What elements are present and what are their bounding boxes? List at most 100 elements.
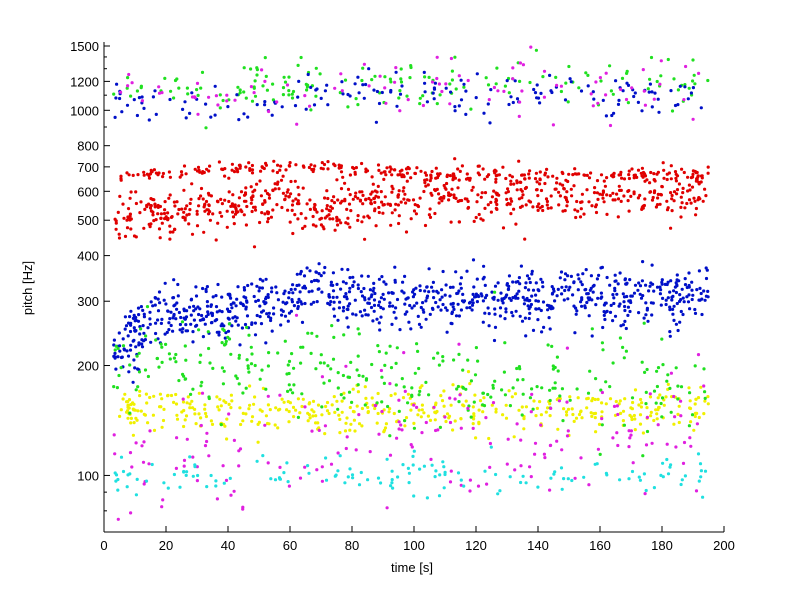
data-point	[679, 482, 683, 487]
data-point	[542, 325, 546, 329]
data-point	[169, 310, 173, 314]
data-point	[452, 307, 456, 311]
data-point	[669, 164, 673, 168]
data-point	[160, 425, 164, 429]
data-point	[259, 194, 263, 198]
y-axis-label: pitch [Hz]	[20, 261, 35, 315]
data-point	[238, 343, 242, 347]
data-point	[391, 486, 395, 490]
data-point	[681, 191, 685, 195]
data-point	[454, 270, 458, 274]
data-point	[565, 434, 570, 438]
data-point	[672, 199, 676, 203]
data-point	[477, 408, 481, 412]
data-point	[507, 91, 511, 95]
data-point	[570, 407, 574, 411]
data-point	[550, 344, 554, 348]
data-point	[524, 481, 528, 485]
data-point	[421, 308, 425, 312]
data-point	[356, 75, 360, 79]
data-point	[205, 431, 209, 435]
data-point	[303, 405, 307, 409]
data-point	[390, 211, 394, 215]
data-point	[182, 188, 186, 192]
data-point	[317, 272, 321, 276]
data-point	[308, 401, 312, 405]
data-point	[645, 308, 649, 312]
data-point	[185, 204, 189, 208]
data-point	[390, 184, 394, 188]
data-point	[222, 343, 227, 347]
data-point	[547, 316, 551, 320]
data-point	[373, 200, 377, 204]
data-point	[424, 184, 428, 188]
data-point	[642, 472, 647, 476]
data-point	[200, 171, 204, 175]
data-point	[476, 484, 481, 488]
data-point	[223, 336, 227, 340]
data-point	[171, 329, 175, 333]
data-point	[255, 103, 259, 107]
data-point	[145, 205, 149, 209]
data-point	[390, 190, 394, 194]
data-point	[591, 290, 595, 294]
data-point	[199, 194, 203, 198]
data-point	[269, 316, 273, 320]
data-point	[569, 80, 573, 84]
data-point	[630, 469, 635, 474]
data-point	[366, 410, 370, 415]
data-point	[199, 86, 203, 90]
data-point	[287, 195, 291, 199]
data-point	[195, 465, 199, 469]
data-point	[344, 281, 348, 285]
data-point	[592, 283, 596, 287]
data-point	[489, 395, 493, 399]
data-point	[131, 407, 135, 411]
data-point	[441, 269, 445, 274]
data-point	[423, 75, 427, 79]
data-point	[251, 190, 255, 194]
data-point	[112, 433, 116, 437]
data-point	[235, 316, 239, 320]
data-point	[372, 303, 377, 307]
data-point	[474, 436, 478, 440]
data-point	[624, 326, 628, 331]
data-point	[593, 411, 598, 415]
data-point	[246, 364, 250, 368]
data-point	[308, 198, 312, 202]
data-point	[335, 399, 339, 403]
data-point	[574, 215, 578, 220]
data-point	[448, 294, 452, 298]
data-point	[555, 355, 560, 359]
data-point	[532, 87, 536, 92]
data-point	[407, 167, 411, 171]
data-point	[289, 287, 293, 292]
data-point	[604, 402, 608, 406]
data-point	[347, 390, 352, 394]
data-point	[378, 74, 382, 78]
data-point	[496, 281, 500, 285]
data-point	[182, 469, 186, 474]
data-point	[378, 328, 382, 332]
data-point	[649, 414, 653, 418]
data-point	[682, 440, 687, 445]
y-tick-label: 1500	[70, 39, 99, 54]
data-point	[666, 296, 670, 300]
data-point	[195, 212, 199, 216]
data-point	[540, 330, 544, 334]
data-point	[706, 78, 710, 83]
data-point	[172, 278, 176, 282]
data-point	[361, 202, 365, 206]
data-point	[139, 84, 143, 88]
data-point	[227, 402, 231, 406]
data-point	[228, 293, 232, 297]
data-point	[178, 485, 182, 489]
data-point	[664, 395, 668, 399]
data-point	[545, 199, 550, 204]
data-point	[466, 406, 470, 410]
data-point	[244, 165, 248, 169]
data-point	[204, 102, 208, 106]
data-point	[279, 164, 283, 168]
data-point	[448, 396, 452, 400]
data-point	[666, 472, 671, 476]
